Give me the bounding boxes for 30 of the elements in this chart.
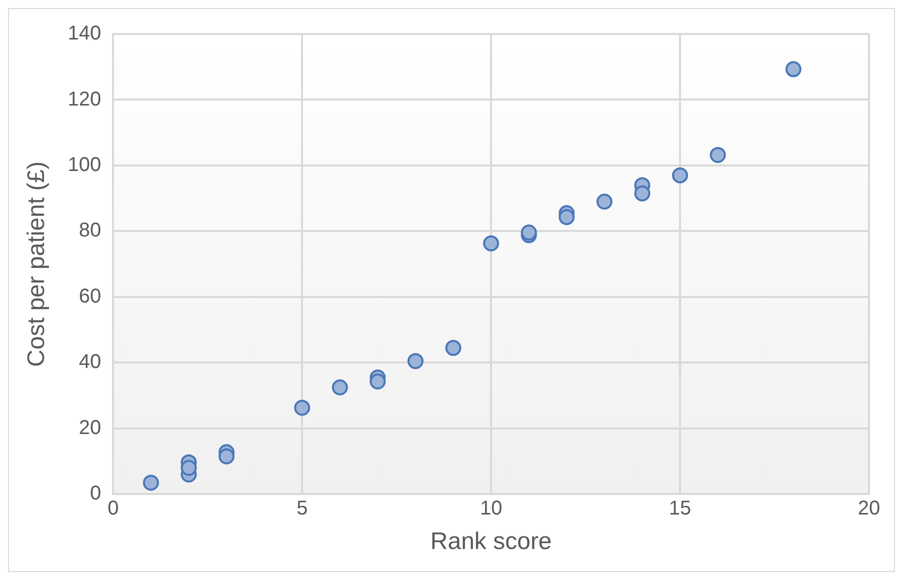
- point: [672, 167, 688, 184]
- y-axis-title: Cost per patient (£): [23, 161, 50, 367]
- point: [370, 373, 386, 390]
- x-tick-label: 15: [668, 498, 692, 520]
- point: [596, 194, 612, 210]
- y-tick-label: 20: [78, 416, 102, 439]
- y-tick-label: 60: [78, 285, 102, 308]
- y-tick-label: 0: [90, 482, 102, 505]
- y-tick-label: 80: [78, 220, 102, 242]
- x-axis-title: Rank score: [430, 528, 552, 556]
- point: [142, 474, 159, 491]
- y-tick-label: 140: [68, 22, 102, 45]
- x-tick-label: 20: [858, 498, 880, 520]
- point: [445, 340, 462, 356]
- y-tick-label: 120: [68, 88, 102, 110]
- point: [483, 235, 500, 252]
- x-tick-label: 10: [480, 498, 502, 520]
- point: [332, 379, 348, 396]
- point: [294, 400, 310, 416]
- point: [785, 61, 802, 78]
- point: [218, 448, 235, 464]
- point: [180, 460, 197, 476]
- x-tick-label: 0: [108, 498, 119, 520]
- point: [634, 185, 650, 202]
- point: [408, 353, 424, 370]
- y-tick-label: 100: [68, 154, 102, 176]
- point: [710, 146, 726, 163]
- x-tick-label: 5: [296, 498, 308, 520]
- y-tick-label: 40: [78, 351, 102, 374]
- point: [558, 209, 575, 226]
